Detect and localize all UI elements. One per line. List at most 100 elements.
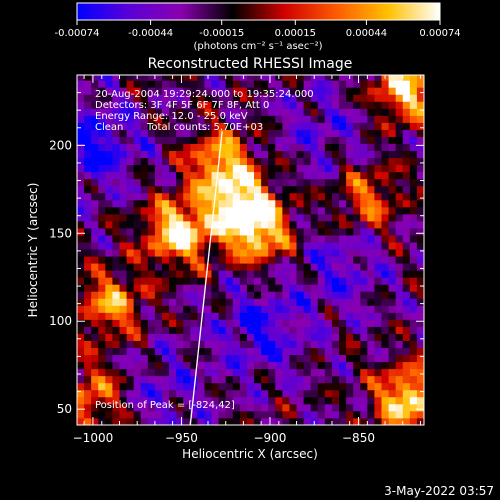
heatmap-cell — [289, 185, 297, 194]
heatmap-cell — [381, 87, 389, 95]
heatmap-cell — [154, 284, 163, 292]
heatmap-cell — [140, 312, 149, 320]
heatmap-cell — [374, 333, 382, 341]
heatmap-cell — [268, 305, 276, 313]
heatmap-cell — [282, 157, 290, 166]
heatmap-cell — [239, 375, 248, 384]
heatmap-cell — [324, 277, 333, 285]
heatmap-cell — [395, 270, 404, 278]
heatmap-cell — [211, 340, 220, 349]
heatmap-cell — [360, 396, 368, 405]
heatmap-cell — [339, 354, 347, 363]
heatmap-cell — [246, 228, 255, 236]
heatmap-cell — [275, 192, 283, 201]
heatmap-cell — [98, 150, 106, 159]
heatmap-cell — [310, 220, 319, 229]
heatmap-cell — [296, 333, 305, 341]
heatmap-cell — [339, 410, 347, 419]
heatmap-cell — [169, 157, 177, 166]
heatmap-cell — [374, 263, 382, 271]
heatmap-cell — [346, 354, 354, 363]
heatmap-cell — [112, 389, 120, 398]
heatmap-cell — [183, 75, 191, 81]
heatmap-cell — [232, 136, 241, 144]
heatmap-cell — [246, 199, 255, 208]
heatmap-cell — [289, 228, 297, 236]
x-tick-label: −1000 — [73, 431, 114, 445]
heatmap-cell — [261, 263, 269, 271]
heatmap-cell — [161, 319, 170, 327]
heatmap-cell — [204, 396, 212, 405]
heatmap-cell — [218, 291, 227, 299]
heatmap-cell — [310, 80, 319, 88]
heatmap-cell — [268, 101, 276, 109]
heatmap-cell — [176, 263, 184, 271]
heatmap-cell — [140, 178, 149, 187]
heatmap-cell — [126, 157, 135, 166]
heatmap-cell — [303, 326, 312, 334]
heatmap-cell — [254, 206, 262, 215]
heatmap-cell — [204, 375, 212, 384]
heatmap-cell — [183, 284, 191, 292]
heatmap-cell — [239, 347, 248, 356]
heatmap-cell — [367, 417, 375, 425]
heatmap-cell — [339, 171, 347, 180]
heatmap-cell — [395, 347, 404, 356]
heatmap-cell — [204, 382, 212, 391]
heatmap-cell — [310, 389, 319, 398]
heatmap-cell — [176, 305, 184, 313]
heatmap-cell — [154, 178, 163, 187]
heatmap-cell — [374, 178, 382, 187]
heatmap-cell — [183, 242, 191, 250]
heatmap-cell — [296, 242, 305, 250]
heatmap-cell — [374, 242, 382, 250]
heatmap-cell — [409, 319, 418, 327]
heatmap-cell — [395, 80, 404, 88]
heatmap-cell — [77, 220, 85, 229]
heatmap-cell — [317, 75, 326, 81]
heatmap-cell — [133, 115, 142, 123]
heatmap-cell — [275, 228, 283, 236]
heatmap-cell — [310, 382, 319, 391]
heatmap-cell — [232, 277, 241, 285]
heatmap-cell — [140, 270, 149, 278]
heatmap-cell — [218, 319, 227, 327]
heatmap-cell — [211, 305, 220, 313]
heatmap-cell — [409, 108, 418, 116]
heatmap-cell — [381, 284, 389, 292]
heatmap-cell — [176, 361, 184, 370]
heatmap-cell — [204, 270, 212, 278]
heatmap-cell — [98, 354, 106, 363]
heatmap-cell — [91, 171, 99, 180]
heatmap-cell — [98, 249, 106, 257]
heatmap-cell — [77, 375, 85, 384]
heatmap-cell — [211, 136, 220, 144]
heatmap-cell — [324, 220, 333, 229]
heatmap-cell — [296, 263, 305, 271]
heatmap-cell — [77, 410, 85, 419]
heatmap-cell — [367, 192, 375, 201]
heatmap-cell — [161, 340, 170, 349]
heatmap-cell — [140, 171, 149, 180]
heatmap-cell — [169, 220, 177, 229]
heatmap-cell — [339, 333, 347, 341]
heatmap-cell — [374, 319, 382, 327]
heatmap-cell — [126, 403, 135, 412]
heatmap-cell — [77, 305, 85, 313]
heatmap-cell — [246, 164, 255, 173]
heatmap-cell — [126, 80, 135, 88]
y-tick-label: 200 — [49, 138, 72, 152]
heatmap-cell — [261, 410, 269, 419]
heatmap-cell — [105, 298, 113, 306]
heatmap-cell — [84, 291, 92, 299]
heatmap-cell — [346, 164, 354, 173]
heatmap-cell — [218, 171, 227, 180]
heatmap-cell — [147, 171, 156, 180]
heatmap-cell — [254, 171, 262, 180]
heatmap-cell — [360, 361, 368, 370]
heatmap-cell — [282, 220, 290, 229]
heatmap-cell — [275, 347, 283, 356]
heatmap-cell — [360, 87, 368, 95]
heatmap-cell — [239, 291, 248, 299]
heatmap-cell — [395, 277, 404, 285]
